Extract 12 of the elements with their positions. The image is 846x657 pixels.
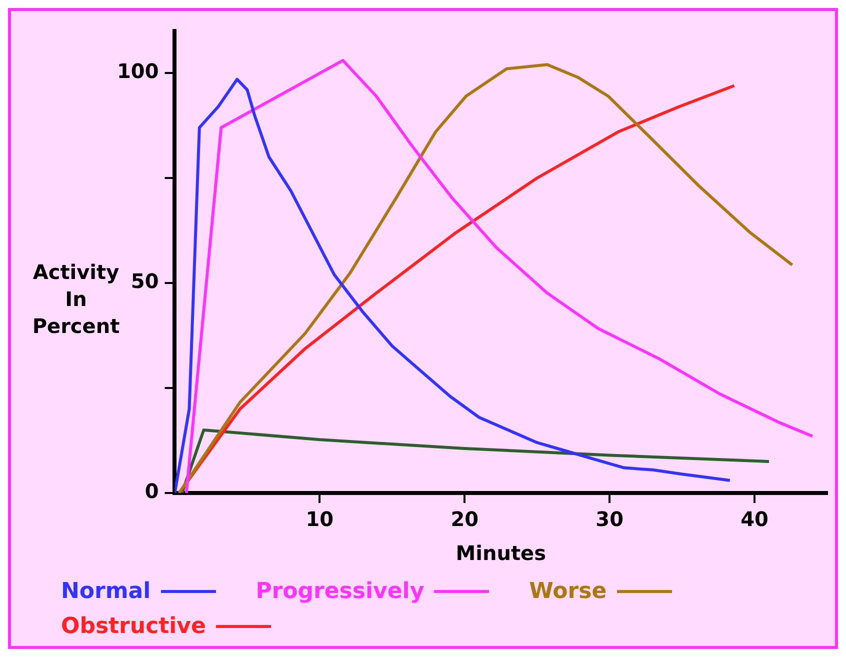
legend-label: Obstructive	[61, 614, 206, 639]
x-tick-label: 10	[306, 507, 334, 532]
y-tick-label: 0	[144, 479, 159, 504]
x-tick-label: 40	[740, 507, 768, 532]
x-axis-title: Minutes	[456, 541, 546, 566]
legend-label: Worse	[529, 579, 607, 604]
legend-label: Progressively	[256, 579, 424, 604]
y-tick-label: 100	[117, 59, 159, 84]
x-tick-label: 20	[450, 507, 479, 532]
x-tick-label: 30	[596, 507, 624, 532]
y-tick-label: 50	[130, 269, 159, 294]
legend-label: Normal	[61, 579, 151, 604]
